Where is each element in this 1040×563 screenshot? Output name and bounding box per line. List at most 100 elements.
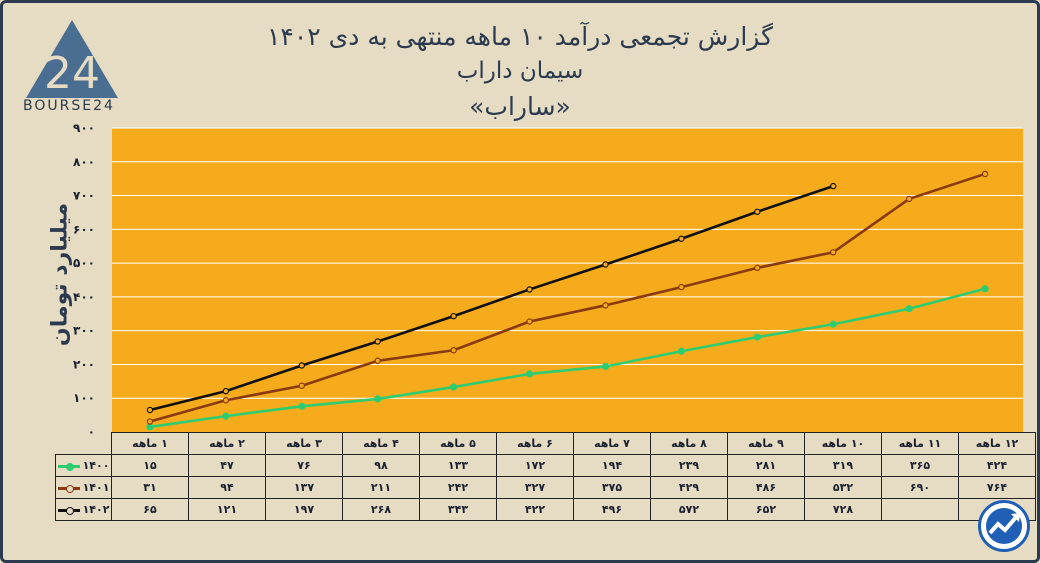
table-cell: ۴۲۴ — [958, 454, 1036, 477]
data-point — [450, 383, 458, 391]
logo-text: BOURSE24 — [23, 98, 115, 114]
y-tick-label: ۴۰۰ — [73, 290, 95, 304]
table-header-cell: ۵ ماهه — [419, 432, 497, 455]
table-cell: ۳۱۹ — [804, 454, 882, 477]
data-point — [222, 412, 230, 420]
data-point — [222, 387, 230, 395]
legend-label: ۱۴۰۲ — [82, 503, 110, 516]
y-tick-label: ۱۰۰ — [73, 391, 95, 405]
data-point — [374, 338, 381, 345]
legend-label: ۱۴۰۱ — [82, 481, 110, 494]
data-point — [678, 235, 685, 242]
table-corner — [56, 433, 112, 455]
y-tick-label: ۳۰۰ — [73, 324, 95, 338]
chart-symbol: «ساراب» — [469, 92, 571, 121]
table-cell: ۶۹۰ — [881, 476, 959, 499]
table-header-cell: ۱ ماهه — [111, 432, 189, 455]
series-line-۱۴۰۰ — [149, 287, 986, 429]
data-point — [526, 318, 533, 325]
y-tick-label: ۶۰۰ — [73, 222, 95, 236]
table-header-cell: ۹ ماهه — [727, 432, 805, 455]
table-cell: ۱۵ — [111, 454, 189, 477]
data-point — [754, 264, 761, 272]
table-cell: ۴۲۹ — [650, 476, 728, 499]
table-header-cell: ۴ ماهه — [342, 432, 420, 455]
data-point — [678, 283, 685, 291]
table-cell: ۷۶۴ — [958, 476, 1036, 499]
series-line-۱۴۰۲ — [149, 184, 834, 412]
table-cell: ۱۷۲ — [496, 454, 574, 477]
table-header-cell: ۲ ماهه — [188, 432, 266, 455]
data-point — [374, 395, 382, 403]
y-tick-label: ۹۰۰ — [73, 121, 95, 135]
data-point — [298, 362, 305, 369]
table-cell: ۷۶ — [265, 454, 343, 477]
data-point — [677, 347, 685, 355]
data-point — [298, 382, 305, 389]
legend-label: ۱۴۰۰ — [82, 459, 110, 472]
table-row: ۱۴۰۰ ۱۵ ۴۷ ۷۶ ۹۸ ۱۳۳ ۱۷۲ ۱۹۴ ۲۳۹ ۲۸۱ ۳۱۹ ۳۶۵ ۴۲۴ — [55, 454, 1036, 477]
table-cell: ۲۳۹ — [650, 454, 728, 477]
legend-entry: ۱۴۰۱ — [55, 476, 112, 499]
data-point — [222, 397, 230, 404]
legend-swatch — [57, 506, 80, 515]
table-cell: ۳۱ — [111, 476, 189, 499]
trend-badge-icon — [978, 500, 1030, 552]
table-cell: ۷۲۸ — [804, 498, 882, 521]
data-table: ۱ ماهه ۲ ماهه ۳ ماهه ۴ ماهه ۵ ماهه ۶ ماهه ۷ ما… — [55, 432, 1036, 521]
data-point — [905, 305, 913, 313]
table-cell: ۴۲۲ — [496, 498, 574, 521]
data-point — [981, 170, 989, 178]
table-row: ۱۴۰۲ ۶۵ ۱۲۱ ۱۹۷ ۲۶۸ ۳۴۳ ۴۲۲ ۴۹۶ ۵۷۲ ۶۵۲ ۷۲۸ — [55, 498, 1036, 521]
table-cell: ۳۴۳ — [419, 498, 497, 521]
table-header-cell: ۳ ماهه — [265, 432, 343, 455]
bourse24-logo: 24 — [26, 20, 118, 99]
data-point — [602, 261, 609, 268]
table-cell: ۹۸ — [342, 454, 420, 477]
table-cell: ۱۲۱ — [188, 498, 266, 521]
table-cell: ۲۴۲ — [419, 476, 497, 499]
data-point — [905, 195, 913, 203]
table-cell: ۱۹۴ — [573, 454, 651, 477]
chart-subtitle: سیمان داراب — [456, 58, 584, 84]
data-point — [525, 370, 534, 378]
table-cell: ۲۶۸ — [342, 498, 420, 521]
y-tick-label: ۰ — [88, 425, 95, 439]
table-cell: ۱۳۷ — [265, 476, 343, 499]
table-cell: ۲۱۱ — [342, 476, 420, 499]
y-tick-label: ۸۰۰ — [73, 155, 95, 169]
data-point — [602, 302, 609, 309]
data-point — [981, 285, 989, 293]
table-cell — [881, 498, 959, 521]
data-point — [298, 402, 306, 410]
table-header-cell: ۱۱ ماهه — [881, 432, 959, 455]
table-row: ۱۴۰۱ ۳۱ ۹۴ ۱۳۷ ۲۱۱ ۲۴۲ ۳۲۷ ۳۷۵ ۴۲۹ ۴۸۶ ۵۳۲ ۶۹۰ ۷۶۴ — [55, 476, 1036, 499]
table-cell: ۳۷۵ — [573, 476, 651, 499]
table-cell: ۶۵ — [111, 498, 189, 521]
table-cell: ۴۸۶ — [727, 476, 805, 499]
data-point — [830, 249, 837, 256]
table-header-cell: ۶ ماهه — [496, 432, 574, 455]
table-cell: ۴۹۶ — [573, 498, 651, 521]
data-point — [601, 362, 610, 371]
data-point — [754, 208, 761, 215]
table-cell: ۵۷۲ — [650, 498, 728, 521]
data-point — [829, 320, 837, 328]
table-cell: ۹۴ — [188, 476, 266, 499]
table-header-cell: ۷ ماهه — [573, 432, 651, 455]
data-point — [374, 357, 381, 364]
table-cell: ۴۷ — [188, 454, 266, 477]
data-point — [146, 418, 154, 425]
plot-area — [112, 128, 1023, 432]
legend-swatch — [57, 484, 80, 493]
table-cell: ۳۲۷ — [496, 476, 574, 499]
table-header-cell: ۸ ماهه — [650, 432, 728, 455]
data-point — [146, 406, 154, 414]
table-cell: ۲۸۱ — [727, 454, 805, 477]
y-tick-label: ۵۰۰ — [73, 256, 95, 270]
table-cell: ۱۳۳ — [419, 454, 497, 477]
data-point — [146, 423, 154, 431]
table-cell: ۳۶۵ — [881, 454, 959, 477]
data-point — [526, 286, 533, 293]
